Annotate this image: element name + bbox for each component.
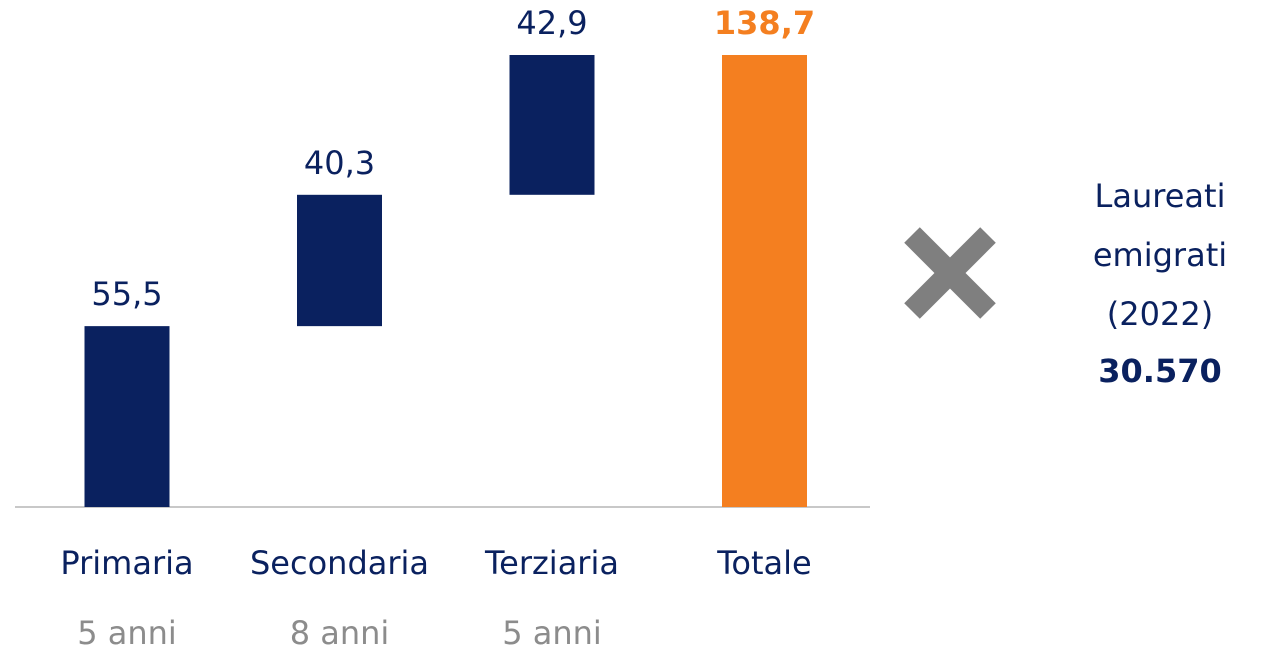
value-label: 40,3 [304, 144, 375, 182]
annotation-line: Laureati [1095, 177, 1226, 215]
sub-label: 5 anni [77, 614, 177, 652]
sub-label: 5 anni [502, 614, 602, 652]
value-label: 42,9 [516, 4, 587, 42]
annotation-line: emigrati [1093, 236, 1227, 274]
annotation-value: 30.570 [1098, 352, 1221, 390]
bar [297, 194, 382, 327]
multiply-icon [904, 227, 996, 319]
total-value-label: 138,7 [714, 4, 815, 42]
category-label: Secondaria [250, 544, 429, 582]
value-label: 55,5 [91, 275, 162, 313]
category-label: Primaria [60, 544, 193, 582]
sub-label: 8 anni [290, 614, 390, 652]
total-label: Totale [716, 544, 811, 582]
bar [84, 326, 170, 507]
category-label: Terziaria [484, 544, 619, 582]
total-bar [722, 55, 807, 507]
bar [509, 55, 595, 195]
annotation-line: (2022) [1107, 295, 1213, 333]
